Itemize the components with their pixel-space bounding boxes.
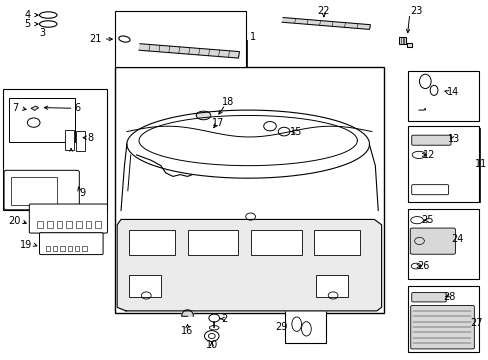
Text: 9: 9 bbox=[79, 188, 85, 198]
FancyBboxPatch shape bbox=[40, 233, 103, 255]
Bar bbox=[76, 221, 81, 228]
Ellipse shape bbox=[196, 111, 210, 120]
Text: 13: 13 bbox=[447, 134, 460, 144]
Bar bbox=[3, 89, 107, 211]
Text: 22: 22 bbox=[317, 6, 329, 16]
Bar bbox=[407, 209, 478, 279]
Bar bbox=[95, 221, 101, 228]
Text: 19: 19 bbox=[20, 239, 33, 249]
FancyBboxPatch shape bbox=[409, 228, 454, 254]
Text: 25: 25 bbox=[421, 215, 433, 225]
FancyBboxPatch shape bbox=[410, 306, 473, 349]
FancyBboxPatch shape bbox=[411, 135, 450, 145]
Polygon shape bbox=[282, 18, 370, 30]
Bar bbox=[53, 246, 58, 251]
Bar bbox=[187, 230, 238, 255]
Text: 16: 16 bbox=[181, 325, 193, 336]
Text: 12: 12 bbox=[422, 150, 434, 160]
Bar bbox=[47, 221, 53, 228]
Bar bbox=[129, 275, 161, 297]
Text: 3: 3 bbox=[39, 28, 45, 38]
Bar bbox=[37, 221, 43, 228]
FancyBboxPatch shape bbox=[411, 293, 445, 302]
Bar bbox=[9, 98, 75, 142]
Bar bbox=[313, 230, 359, 255]
Text: 2: 2 bbox=[221, 314, 226, 324]
Text: 23: 23 bbox=[409, 6, 422, 16]
Text: 1: 1 bbox=[249, 32, 256, 41]
Text: 7: 7 bbox=[12, 103, 19, 113]
Text: 14: 14 bbox=[446, 87, 458, 97]
Bar bbox=[11, 177, 58, 205]
Bar bbox=[129, 230, 175, 255]
Bar bbox=[57, 221, 62, 228]
Text: 5: 5 bbox=[24, 19, 30, 29]
Text: 15: 15 bbox=[289, 127, 301, 136]
Polygon shape bbox=[139, 44, 239, 58]
Text: 20: 20 bbox=[8, 216, 20, 226]
Text: 28: 28 bbox=[443, 292, 455, 302]
Bar bbox=[60, 246, 64, 251]
Text: 24: 24 bbox=[451, 234, 463, 244]
Text: 4: 4 bbox=[24, 10, 30, 20]
FancyBboxPatch shape bbox=[411, 185, 447, 195]
FancyBboxPatch shape bbox=[29, 204, 107, 233]
Polygon shape bbox=[398, 37, 411, 46]
Bar bbox=[284, 307, 325, 343]
Bar bbox=[407, 286, 478, 352]
Bar bbox=[82, 246, 86, 251]
Text: 21: 21 bbox=[89, 34, 102, 44]
Text: 10: 10 bbox=[205, 340, 218, 350]
Text: 18: 18 bbox=[221, 97, 233, 107]
Text: 27: 27 bbox=[469, 319, 482, 328]
Bar bbox=[85, 221, 91, 228]
Text: 26: 26 bbox=[417, 261, 429, 271]
Text: 11: 11 bbox=[474, 159, 486, 169]
Bar bbox=[315, 275, 347, 297]
FancyBboxPatch shape bbox=[4, 170, 79, 210]
Bar bbox=[75, 246, 79, 251]
Bar bbox=[67, 246, 72, 251]
Text: 17: 17 bbox=[211, 118, 224, 128]
Text: 6: 6 bbox=[74, 103, 80, 113]
Polygon shape bbox=[182, 310, 193, 316]
Bar bbox=[76, 131, 84, 150]
Bar bbox=[66, 221, 72, 228]
Bar bbox=[407, 71, 478, 121]
Bar bbox=[250, 230, 301, 255]
Bar bbox=[46, 246, 50, 251]
Polygon shape bbox=[31, 106, 39, 111]
Bar bbox=[115, 67, 383, 313]
Bar bbox=[65, 130, 74, 149]
Polygon shape bbox=[117, 220, 381, 311]
Text: 29: 29 bbox=[274, 322, 287, 332]
Bar bbox=[407, 126, 478, 202]
Bar bbox=[115, 12, 245, 67]
Text: 8: 8 bbox=[87, 133, 93, 143]
